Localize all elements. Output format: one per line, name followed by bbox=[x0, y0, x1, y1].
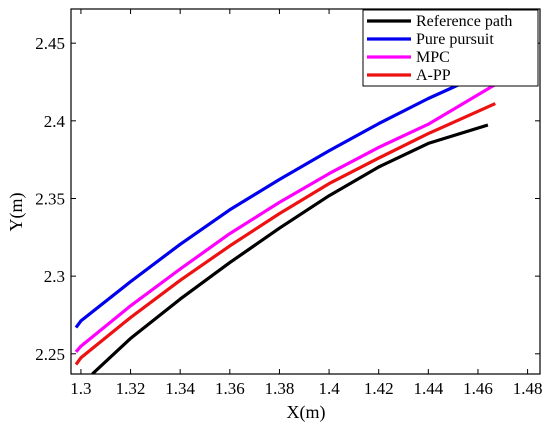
series-line-pure-pursuit bbox=[74, 68, 492, 329]
legend-label-a-pp: A-PP bbox=[416, 67, 451, 84]
y-tick-label: 2.25 bbox=[35, 345, 65, 364]
y-tick-label: 2.35 bbox=[35, 189, 65, 208]
series-layer bbox=[74, 68, 497, 374]
x-tick-label: 1.3 bbox=[70, 379, 91, 398]
x-tick-label: 1.38 bbox=[265, 379, 295, 398]
x-tick-label: 1.42 bbox=[364, 379, 394, 398]
x-tick-label: 1.48 bbox=[513, 379, 543, 398]
series-line-a-pp bbox=[74, 102, 496, 366]
x-tick-label: 1.34 bbox=[165, 379, 195, 398]
legend-box bbox=[362, 9, 539, 87]
x-tick-label: 1.46 bbox=[463, 379, 493, 398]
plot-frame bbox=[70, 8, 541, 375]
series-line-mpc bbox=[74, 83, 497, 353]
axes bbox=[70, 8, 541, 375]
x-tick-label: 1.36 bbox=[215, 379, 245, 398]
y-axis-label: Y(m) bbox=[6, 193, 27, 232]
y-tick-label: 2.3 bbox=[44, 267, 65, 286]
ticks: 1.3 1.32 1.34 1.36 1.38 1.4 1.42 1.44 1.46 1.48 2.… bbox=[35, 9, 542, 398]
legend-label-mpc: MPC bbox=[416, 49, 450, 66]
y-tick-label: 2.4 bbox=[44, 112, 66, 131]
series-line-reference-path bbox=[91, 123, 489, 374]
legend-label-pure-pursuit: Pure pursuit bbox=[416, 31, 494, 48]
x-tick-label: 1.32 bbox=[116, 379, 146, 398]
y-tick-label: 2.45 bbox=[35, 34, 65, 53]
legend-label-reference-path: Reference path bbox=[416, 13, 512, 30]
x-tick-label: 1.4 bbox=[318, 379, 340, 398]
x-tick-label: 1.44 bbox=[413, 379, 443, 398]
x-axis-label: X(m) bbox=[287, 402, 326, 423]
